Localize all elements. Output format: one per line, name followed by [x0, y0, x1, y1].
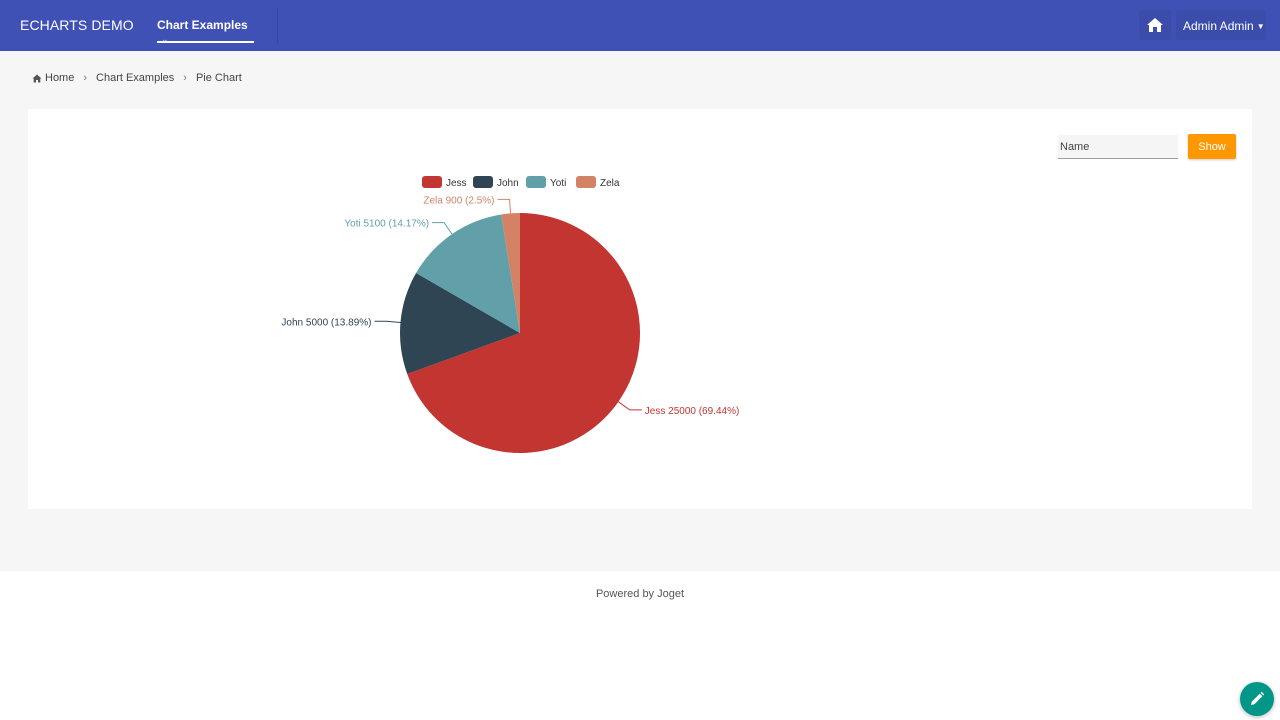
label-line-yoti — [432, 222, 453, 235]
legend-swatch-john — [473, 176, 493, 188]
pie-slice-yoti[interactable] — [416, 214, 520, 333]
home-button[interactable] — [1139, 10, 1171, 40]
breadcrumb-pie-chart: Pie Chart — [195, 72, 242, 84]
label-line-john — [374, 320, 401, 323]
nav-menu-chart-examples[interactable]: Chart Examples ⌄ — [157, 0, 254, 45]
legend-item-jess[interactable]: Jess — [422, 176, 467, 189]
footer-text: Powered by Joget — [595, 588, 685, 600]
user-name: Admin Admin — [1183, 19, 1254, 33]
nav-menu-label: Chart Examples — [157, 18, 248, 32]
home-icon — [32, 74, 42, 82]
slice-label-jess: Jess 25000 (69.44%) — [645, 406, 740, 417]
edit-fab-button[interactable] — [1240, 682, 1274, 716]
chart-card: Jess 25000 (69.44%) John 5000 (13.89%) Yot… — [28, 109, 1252, 509]
main-content: Home › Chart Examples › Pie Chart Jess 2… — [0, 51, 1280, 571]
slice-label-yoti: Yoti 5100 (14.17%) — [344, 219, 429, 230]
pie-chart: Jess 25000 (69.44%) John 5000 (13.89%) Yot… — [281, 176, 740, 453]
pie-slice-zela[interactable] — [501, 213, 520, 333]
legend-swatch-yoti — [526, 176, 546, 188]
legend-item-zela[interactable]: Zela — [576, 176, 620, 189]
breadcrumb-chart-examples[interactable]: Chart Examples — [96, 72, 175, 84]
chevron-down-icon: ⌄ — [161, 34, 169, 45]
nav-divider — [277, 8, 278, 44]
legend-item-yoti[interactable]: Yoti — [526, 176, 566, 189]
slice-label-zela: Zela 900 (2.5%) — [423, 195, 494, 206]
slice-label-john: John 5000 (13.89%) — [281, 317, 371, 328]
user-menu-button[interactable]: Admin Admin ▼ — [1176, 10, 1266, 40]
name-input[interactable] — [1058, 135, 1178, 159]
legend-item-john[interactable]: John — [473, 176, 519, 189]
brand-title[interactable]: ECHARTS DEMO — [20, 17, 134, 33]
home-icon — [1147, 18, 1163, 32]
breadcrumb: Home › Chart Examples › Pie Chart — [32, 72, 242, 84]
legend-label-john: John — [497, 178, 519, 189]
pie-slice-jess[interactable] — [407, 213, 641, 453]
chevron-right-icon: › — [83, 72, 88, 84]
show-button[interactable]: Show — [1188, 134, 1236, 159]
legend-label-yoti: Yoti — [550, 178, 566, 189]
chevron-right-icon: › — [183, 72, 187, 84]
pie-slice-john[interactable] — [400, 273, 520, 375]
legend-swatch-zela — [576, 176, 596, 188]
legend-swatch-jess — [422, 176, 442, 188]
legend-label-zela: Zela — [600, 178, 620, 189]
label-line-jess — [618, 401, 642, 411]
pencil-icon — [1251, 691, 1265, 705]
breadcrumb-home[interactable]: Home — [45, 72, 75, 84]
top-navbar: ECHARTS DEMO Chart Examples ⌄ Admin Admin… — [0, 0, 1280, 51]
caret-down-icon: ▼ — [1256, 22, 1265, 32]
legend-label-jess: Jess — [446, 178, 467, 189]
label-line-zela — [497, 198, 512, 214]
